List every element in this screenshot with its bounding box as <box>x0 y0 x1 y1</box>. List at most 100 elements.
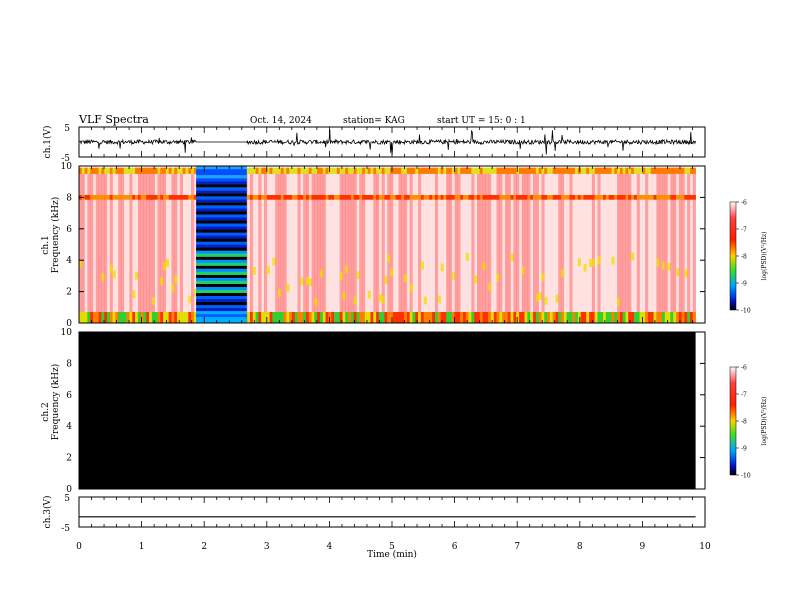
spectrogram-cell <box>196 307 247 312</box>
spectrogram-cell <box>642 167 646 174</box>
spectrogram-cell <box>664 195 668 200</box>
spectrogram-cell <box>314 312 318 323</box>
colorbar-tick-label: -8 <box>741 254 747 261</box>
spectrogram-cell <box>191 167 195 174</box>
spectrogram-cell <box>395 195 399 200</box>
spectrogram-cell <box>317 195 321 200</box>
spectrogram-cell <box>457 167 461 174</box>
spectrogram-cell <box>123 172 127 320</box>
spectrogram-cell <box>692 195 696 200</box>
spectrogram-cell <box>650 312 654 323</box>
spectrogram-cell <box>143 172 147 320</box>
ch3-ytick-top: 5 <box>64 494 70 504</box>
spectrogram-cell <box>555 195 559 200</box>
spectrogram-cell <box>95 172 99 320</box>
spectrogram-cell <box>440 172 444 320</box>
spectrogram-cell <box>401 312 405 323</box>
spectrogram-cell <box>591 167 595 174</box>
spectrogram-cell <box>129 312 133 323</box>
spectrogram-cell <box>547 195 551 200</box>
spectrogram-cell <box>488 167 492 174</box>
spectrogram-cell <box>678 312 682 323</box>
spectrogram-cell <box>381 167 385 174</box>
spectrogram-cell <box>278 312 282 323</box>
spectrogram-cell <box>154 172 158 320</box>
spectrogram-cell <box>191 312 195 323</box>
spectrogram-cell <box>179 167 183 174</box>
spectrogram-cell <box>676 167 680 174</box>
spectrogram-cell <box>154 167 158 174</box>
spectrogram-cell <box>589 259 593 267</box>
spectrogram-cell <box>196 235 247 239</box>
spectrogram-cell <box>269 172 273 320</box>
spectrogram-cell <box>79 172 83 320</box>
spectrogram-cell <box>336 172 340 320</box>
spectrogram-cell <box>547 167 551 174</box>
spectrogram-cell <box>87 167 91 174</box>
spectrogram-cell <box>362 167 366 174</box>
spectrogram-cell <box>261 167 265 174</box>
spectrogram-cell <box>87 195 91 200</box>
spectrogram-cell <box>93 172 97 320</box>
ch2-ytick-label: 2 <box>66 454 72 464</box>
spectrogram-cell <box>645 167 649 174</box>
spectrogram-cell <box>673 172 677 320</box>
spectrogram-cell <box>412 312 416 323</box>
spectrogram-cell <box>149 195 153 200</box>
spectrogram-cell <box>157 172 161 320</box>
spectrogram-cell <box>477 312 481 323</box>
spectrogram-cell <box>535 195 539 200</box>
spectrogram-cell <box>308 278 312 287</box>
spectrogram-cell <box>196 205 247 209</box>
spectrogram-cell <box>137 195 141 200</box>
spectrogram-cell <box>146 167 150 174</box>
spectrogram-cell <box>589 167 593 174</box>
spectrogram-cell <box>160 172 164 320</box>
spectrogram-cell <box>193 195 197 200</box>
spectrogram-cell <box>250 312 254 323</box>
spectrogram-cell <box>79 260 83 269</box>
spectrogram-cell <box>90 312 94 323</box>
spectrogram-cell <box>636 195 640 200</box>
spectrogram-cell <box>541 195 545 200</box>
spectrogram-cell <box>667 195 671 200</box>
spectrogram-cell <box>496 167 500 174</box>
spectrogram-cell <box>350 195 354 200</box>
spectrogram-cell <box>165 312 169 323</box>
spectrogram-cell <box>359 167 363 174</box>
spectrogram-cell <box>544 167 548 174</box>
spectrogram-cell <box>303 167 307 174</box>
spectrogram-cell <box>292 312 296 323</box>
spectrogram-cell <box>555 294 559 303</box>
spectrogram-cell <box>563 312 567 323</box>
spectrogram-cell <box>320 172 324 320</box>
spectrogram-cell <box>499 195 503 200</box>
spectrogram-cell <box>336 195 340 200</box>
spectrogram-cell <box>112 270 116 279</box>
spectrogram-cell <box>465 252 469 261</box>
spectrogram-cell <box>690 172 694 320</box>
spectrogram-cell <box>196 253 247 257</box>
spectrogram-cell <box>151 195 155 200</box>
spectrogram-cell <box>314 172 318 320</box>
spectrogram-cell <box>95 195 99 200</box>
spectrogram-cell <box>622 167 626 174</box>
spectrogram-cell <box>163 312 167 323</box>
spectrogram-cell <box>412 195 416 200</box>
spectrogram-cell <box>188 312 192 323</box>
spectrogram-cell <box>603 172 607 320</box>
spectrogram-cell <box>193 288 197 297</box>
spectrogram-cell <box>191 195 195 200</box>
spectrogram-cell <box>437 172 441 320</box>
spectrogram-cell <box>126 172 130 320</box>
spectrogram-cell <box>185 195 189 200</box>
spectrogram-cell <box>519 312 523 323</box>
spectrogram-cell <box>163 172 167 320</box>
spectrogram-cell <box>603 195 607 200</box>
spectrogram-cell <box>656 258 660 267</box>
spectrogram-cell <box>129 172 133 320</box>
spectrogram-cell <box>392 172 396 320</box>
spectrogram-cell <box>258 312 262 323</box>
spectrogram-cell <box>264 195 268 200</box>
spectrogram-cell <box>527 167 531 174</box>
